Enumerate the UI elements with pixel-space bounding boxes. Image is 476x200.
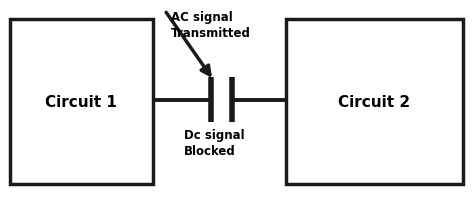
Text: Circuit 2: Circuit 2 [337,95,410,109]
Text: AC signal
Transmitted: AC signal Transmitted [170,11,250,40]
Bar [286,20,462,184]
Bar [10,20,152,184]
Text: Circuit 1: Circuit 1 [45,95,117,109]
Text: Dc signal
Blocked: Dc signal Blocked [183,128,244,157]
